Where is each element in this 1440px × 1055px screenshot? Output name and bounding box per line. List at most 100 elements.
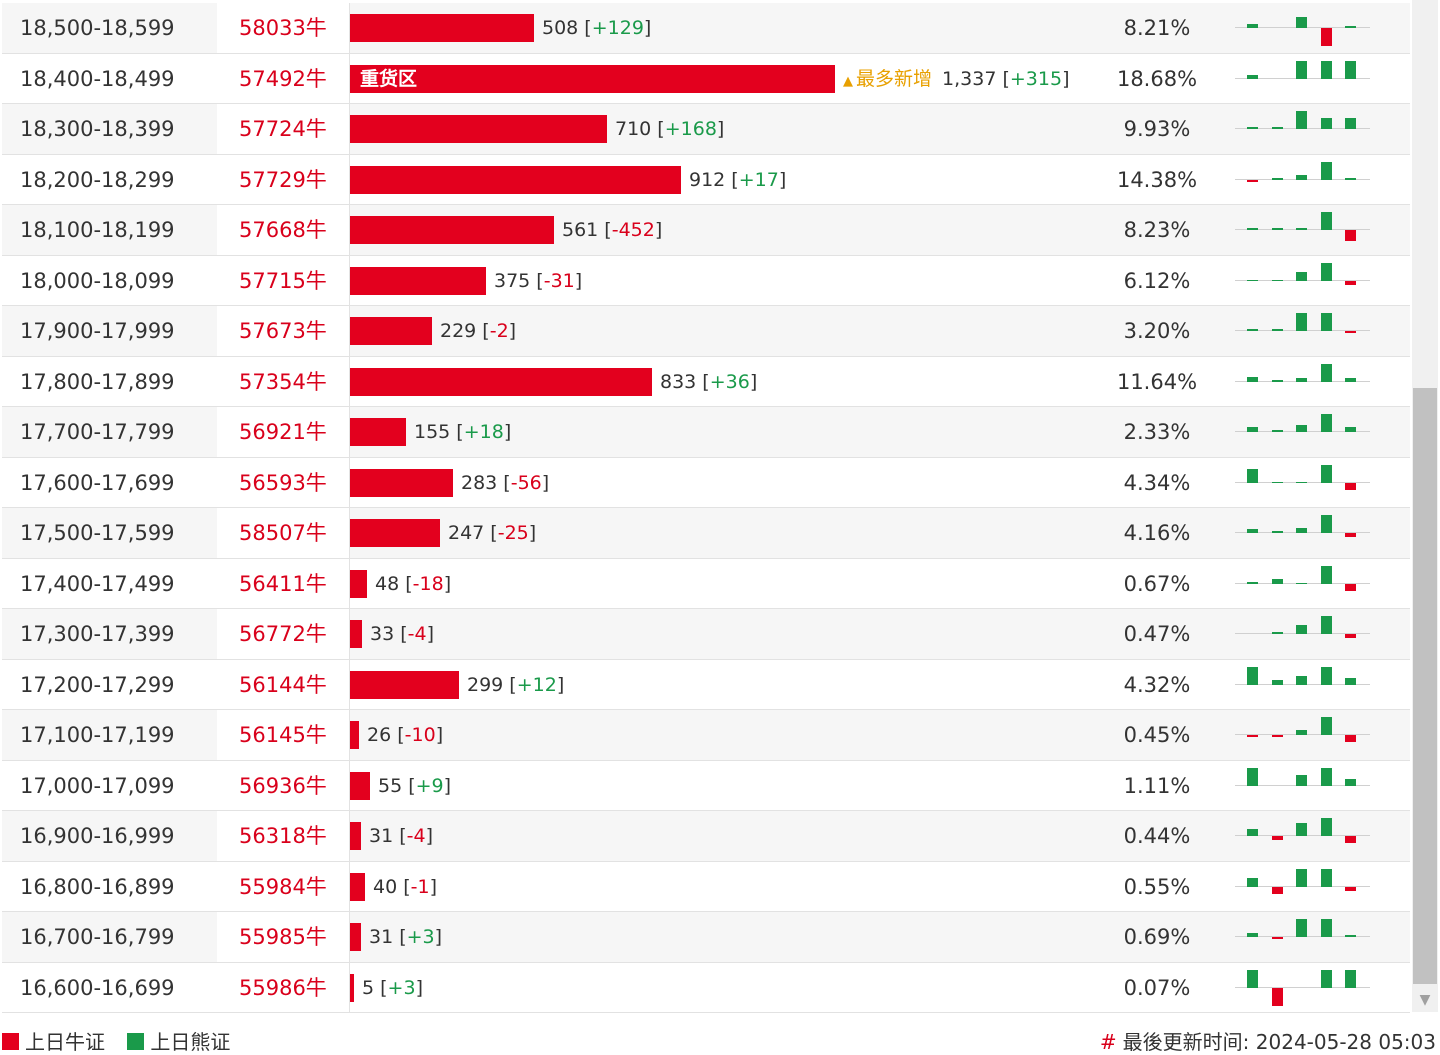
- cbbc-code-link[interactable]: 57724牛: [217, 104, 350, 154]
- cbbc-code-link[interactable]: 58033牛: [217, 3, 350, 53]
- cbbc-code-link[interactable]: 56318牛: [217, 811, 350, 861]
- quantity-count: 229: [440, 320, 477, 342]
- percentage: 2.33%: [1123, 420, 1191, 444]
- quantity-info: 55 [+9]: [378, 774, 452, 797]
- cbbc-code-link[interactable]: 57715牛: [217, 255, 350, 305]
- heavy-zone-label: 重货区: [360, 67, 418, 90]
- cbbc-code-link[interactable]: 57673牛: [217, 306, 350, 356]
- sparkline-bar: [1320, 313, 1332, 331]
- sparkline-bar: [1247, 279, 1258, 281]
- vertical-scrollbar[interactable]: ▼: [1412, 0, 1438, 1012]
- sparkline-bar: [1296, 481, 1307, 483]
- table-row[interactable]: 18,300-18,399 57724牛 710 [+168] 9.93%: [2, 104, 1410, 155]
- table-row[interactable]: 17,800-17,899 57354牛 833 [+36] 11.64%: [2, 356, 1410, 407]
- quantity-bar-cell: 833 [+36]: [350, 357, 1110, 407]
- sparkline-bar: [1271, 735, 1283, 737]
- quantity-change: +3: [387, 976, 416, 999]
- sparkline-bar: [1345, 969, 1356, 988]
- table-row[interactable]: 18,100-18,199 57668牛 561 [-452] 8.23%: [2, 205, 1410, 256]
- table-row[interactable]: 18,200-18,299 57729牛 912 [+17] 14.38%: [2, 154, 1410, 205]
- cbbc-code-link[interactable]: 55986牛: [217, 962, 350, 1012]
- sparkline-bar: [1320, 666, 1332, 685]
- table-row[interactable]: 17,100-17,199 56145牛 26 [-10] 0.45%: [2, 710, 1410, 761]
- quantity-bar: [350, 620, 362, 648]
- strike-range: 17,700-17,799: [20, 420, 175, 444]
- trend-sparkline: [1235, 811, 1370, 861]
- table-row[interactable]: 17,900-17,999 57673牛 229 [-2] 3.20%: [2, 306, 1410, 357]
- trend-sparkline: [1235, 205, 1370, 255]
- cbbc-code-link[interactable]: 55985牛: [217, 912, 350, 962]
- sparkline-bar: [1320, 969, 1332, 988]
- table-row[interactable]: 17,200-17,299 56144牛 299 [+12] 4.32%: [2, 659, 1410, 710]
- sparkline-bar: [1345, 118, 1356, 129]
- quantity-count: 31: [369, 825, 394, 847]
- percentage: 1.11%: [1123, 773, 1191, 798]
- table-row[interactable]: 17,400-17,499 56411牛 48 [-18] 0.67%: [2, 558, 1410, 609]
- cbbc-code-link[interactable]: 55984牛: [217, 861, 350, 911]
- quantity-info: 710 [+168]: [615, 118, 725, 140]
- table-row[interactable]: 16,800-16,899 55984牛 40 [-1] 0.55%: [2, 861, 1410, 912]
- quantity-change: +18: [463, 421, 504, 443]
- sparkline-bar: [1271, 632, 1283, 634]
- sparkline-bar: [1271, 836, 1283, 840]
- quantity-bar: [350, 569, 367, 598]
- table-row[interactable]: 17,600-17,699 56593牛 283 [-56] 4.34%: [2, 457, 1410, 508]
- quantity-bar-cell: 26 [-10]: [350, 710, 1110, 760]
- cbbc-code-link[interactable]: 57492牛: [217, 53, 350, 103]
- table-row[interactable]: 16,600-16,699 55986牛 5 [+3] 0.07%: [2, 962, 1410, 1013]
- quantity-bar-cell: 55 [+9]: [350, 761, 1110, 811]
- quantity-info: 912 [+17]: [689, 168, 787, 191]
- cbbc-code-link[interactable]: 57729牛: [217, 154, 350, 204]
- scrollbar-thumb[interactable]: [1413, 388, 1437, 984]
- legend-bear-label: 上日熊证: [150, 1030, 231, 1054]
- cbbc-code-link[interactable]: 56593牛: [217, 457, 350, 507]
- cbbc-code-link[interactable]: 56772牛: [217, 609, 350, 659]
- cbbc-code-link[interactable]: 56144牛: [217, 659, 350, 709]
- sparkline-bar: [1247, 767, 1258, 786]
- table-row[interactable]: 18,500-18,599 58033牛 508 [+129] 8.21%: [2, 3, 1410, 54]
- trend-sparkline: [1235, 710, 1370, 760]
- table-row[interactable]: 18,000-18,099 57715牛 375 [-31] 6.12%: [2, 255, 1410, 306]
- cbbc-code-link[interactable]: 57668牛: [217, 205, 350, 255]
- sparkline-bar: [1296, 425, 1307, 432]
- quantity-change: +168: [664, 118, 717, 140]
- sparkline-bar: [1345, 427, 1356, 432]
- sparkline-bar: [1345, 377, 1356, 382]
- table-row[interactable]: 18,400-18,499 57492牛 重货区 ▲ 最多新增 1,337 [+315] 1…: [2, 53, 1410, 104]
- sparkline-bar: [1296, 730, 1307, 735]
- sparkline-bar: [1247, 969, 1258, 988]
- table-row[interactable]: 17,500-17,599 58507牛 247 [-25] 4.16%: [2, 508, 1410, 559]
- cbbc-code-link[interactable]: 57354牛: [217, 356, 350, 406]
- strike-range: 18,400-18,499: [20, 66, 175, 91]
- cbbc-code-link[interactable]: 56145牛: [217, 710, 350, 760]
- cbbc-code-link[interactable]: 58507牛: [217, 508, 350, 558]
- sparkline-bar: [1247, 228, 1258, 230]
- quantity-bar: [350, 822, 361, 850]
- chevron-down-icon[interactable]: ▼: [1419, 992, 1431, 1008]
- percentage: 6.12%: [1123, 268, 1191, 293]
- quantity-bar-cell: 155 [+18]: [350, 407, 1110, 457]
- cbbc-code-link[interactable]: 56921牛: [217, 407, 350, 457]
- table-row[interactable]: 16,900-16,999 56318牛 31 [-4] 0.44%: [2, 811, 1410, 862]
- sparkline-bar: [1296, 17, 1307, 28]
- strike-range: 18,300-18,399: [20, 117, 175, 141]
- percentage: 0.07%: [1123, 975, 1191, 1000]
- quantity-count: 31: [369, 926, 394, 948]
- quantity-change: -10: [404, 724, 436, 746]
- cbbc-code-link[interactable]: 56411牛: [217, 558, 350, 608]
- table-row[interactable]: 17,300-17,399 56772牛 33 [-4] 0.47%: [2, 609, 1410, 660]
- table-row[interactable]: 16,700-16,799 55985牛 31 [+3] 0.69%: [2, 912, 1410, 963]
- percentage: 8.21%: [1123, 16, 1191, 40]
- table-row[interactable]: 17,700-17,799 56921牛 155 [+18] 2.33%: [2, 407, 1410, 458]
- percentage: 0.47%: [1123, 622, 1191, 646]
- sparkline-bar: [1271, 679, 1283, 685]
- quantity-bar-cell: 561 [-452]: [350, 205, 1110, 255]
- strike-range: 17,100-17,199: [20, 723, 175, 747]
- trend-sparkline: [1235, 104, 1370, 154]
- quantity-bar-cell: 912 [+17]: [350, 155, 1110, 205]
- quantity-change: -25: [497, 522, 529, 544]
- cbbc-code-link[interactable]: 56936牛: [217, 760, 350, 810]
- table-row[interactable]: 17,000-17,099 56936牛 55 [+9] 1.11%: [2, 760, 1410, 811]
- quantity-bar-cell: 33 [-4]: [350, 609, 1110, 659]
- sparkline-bar: [1296, 111, 1307, 129]
